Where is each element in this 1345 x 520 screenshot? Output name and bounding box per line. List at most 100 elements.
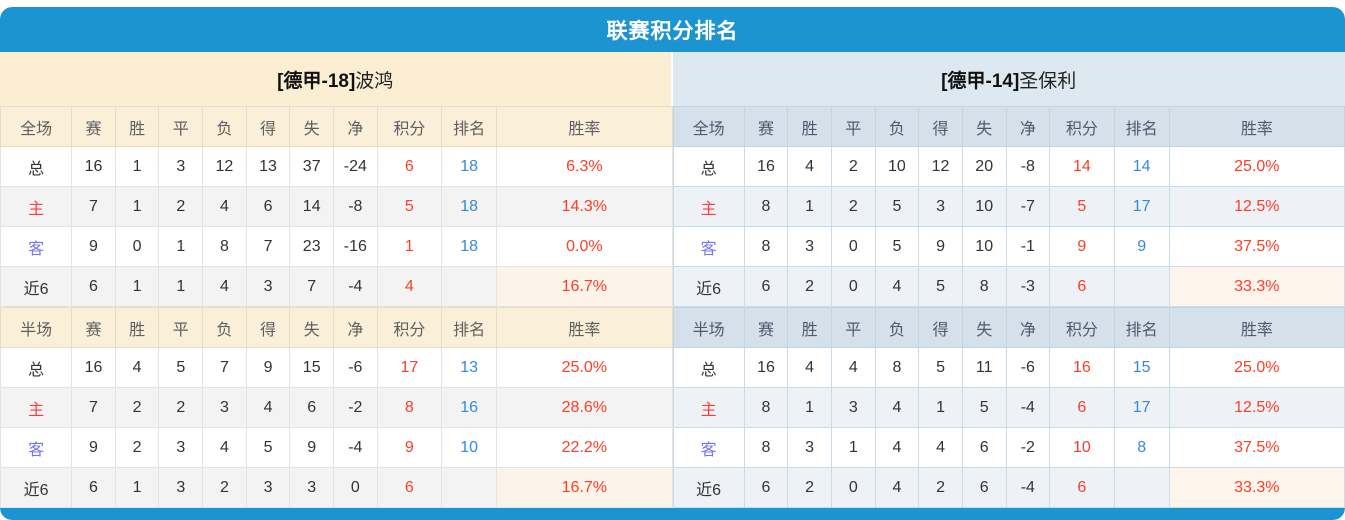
column-header: 排名	[442, 308, 497, 348]
stat-cell: 7	[72, 388, 116, 428]
stat-cell: -1	[1006, 227, 1050, 267]
rank-cell: 10	[442, 428, 497, 468]
stat-cell: 1	[115, 468, 159, 508]
stat-cell: 4	[875, 388, 919, 428]
column-header: 胜率	[1169, 308, 1344, 348]
stat-cell: 3	[831, 388, 875, 428]
stat-cell: 15	[290, 348, 334, 388]
points-cell: 14	[1050, 147, 1114, 187]
stat-cell: 3	[919, 187, 963, 227]
row-label: 主	[673, 187, 744, 227]
column-header: 半场	[1, 308, 72, 348]
stat-cell: 20	[962, 147, 1006, 187]
column-header: 胜	[115, 308, 159, 348]
winrate-cell: 12.5%	[1169, 187, 1344, 227]
points-cell: 6	[377, 468, 441, 508]
row-label: 近6	[1, 468, 72, 508]
winrate-cell: 16.7%	[497, 267, 672, 307]
winrate-cell: 25.0%	[1169, 147, 1344, 187]
stat-cell: 3	[203, 388, 247, 428]
column-header: 全场	[1, 107, 72, 147]
column-header: 负	[203, 107, 247, 147]
stat-cell: 5	[875, 227, 919, 267]
stat-cell: 4	[875, 267, 919, 307]
column-header: 净	[1006, 107, 1050, 147]
column-header: 胜	[115, 107, 159, 147]
stat-cell: 5	[159, 348, 203, 388]
stat-cell: 2	[115, 388, 159, 428]
team-header-right: [德甲-14]圣保利	[673, 52, 1345, 106]
stat-cell: 11	[962, 348, 1006, 388]
row-label: 客	[673, 428, 744, 468]
stat-cell: -16	[334, 227, 378, 267]
stat-cell: 0	[334, 468, 378, 508]
stat-cell: 8	[203, 227, 247, 267]
winrate-cell: 33.3%	[1169, 267, 1344, 307]
stat-cell: -24	[334, 147, 378, 187]
stat-cell: 8	[744, 187, 788, 227]
column-header: 排名	[442, 107, 497, 147]
column-header: 失	[962, 308, 1006, 348]
rank-cell	[442, 267, 497, 307]
winrate-cell: 6.3%	[497, 147, 672, 187]
stat-cell: 4	[246, 388, 290, 428]
stat-cell: 6	[246, 187, 290, 227]
column-header: 净	[334, 308, 378, 348]
column-header: 失	[962, 107, 1006, 147]
column-header: 得	[919, 107, 963, 147]
stat-cell: 2	[203, 468, 247, 508]
stat-cell: 6	[962, 428, 1006, 468]
stat-cell: 4	[831, 348, 875, 388]
stat-cell: 2	[919, 468, 963, 508]
row-label: 总	[673, 147, 744, 187]
stat-cell: 9	[246, 348, 290, 388]
stat-cell: -4	[1006, 468, 1050, 508]
row-label: 主	[1, 187, 72, 227]
winrate-cell: 25.0%	[497, 348, 672, 388]
rank-cell	[442, 468, 497, 508]
stat-cell: 3	[246, 267, 290, 307]
stat-cell: 6	[290, 388, 334, 428]
column-header: 胜率	[1169, 107, 1344, 147]
column-header: 胜率	[497, 107, 672, 147]
stat-cell: 4	[203, 187, 247, 227]
column-header: 负	[875, 308, 919, 348]
column-header: 平	[159, 308, 203, 348]
rank-cell: 16	[442, 388, 497, 428]
stat-cell: 3	[159, 428, 203, 468]
stat-cell: 6	[744, 468, 788, 508]
row-label: 总	[673, 348, 744, 388]
stat-cell: 9	[72, 227, 116, 267]
column-header: 赛	[72, 308, 116, 348]
stat-cell: 3	[159, 147, 203, 187]
stat-cell: -7	[1006, 187, 1050, 227]
column-header: 赛	[744, 107, 788, 147]
column-header: 半场	[673, 308, 744, 348]
stat-cell: 23	[290, 227, 334, 267]
stat-cell: 8	[875, 348, 919, 388]
stat-cell: 3	[788, 428, 832, 468]
column-header: 平	[831, 107, 875, 147]
points-cell: 4	[377, 267, 441, 307]
row-label: 近6	[673, 468, 744, 508]
stat-cell: -3	[1006, 267, 1050, 307]
stat-cell: 6	[962, 468, 1006, 508]
column-header: 积分	[377, 107, 441, 147]
title-bar: 联赛积分排名	[0, 7, 1345, 52]
stat-cell: 4	[115, 348, 159, 388]
stat-cell: 4	[203, 428, 247, 468]
winrate-cell: 37.5%	[1169, 227, 1344, 267]
points-cell: 9	[1050, 227, 1114, 267]
